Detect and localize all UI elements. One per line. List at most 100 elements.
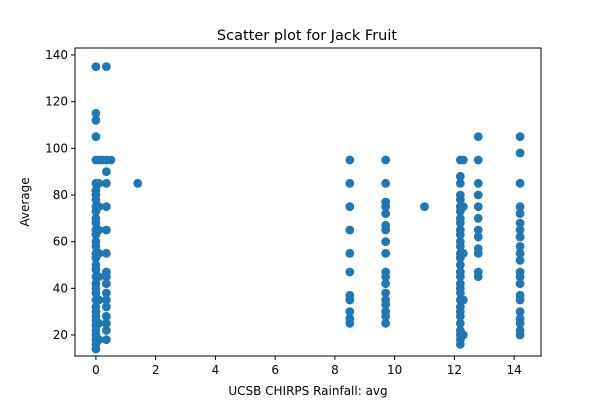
data-point bbox=[94, 272, 104, 282]
data-point bbox=[515, 232, 525, 242]
data-point bbox=[91, 132, 101, 142]
x-tick-label: 14 bbox=[506, 363, 521, 377]
data-point bbox=[515, 178, 525, 188]
data-point bbox=[101, 178, 111, 188]
data-point bbox=[101, 167, 111, 177]
data-point bbox=[455, 279, 465, 289]
data-point bbox=[381, 295, 391, 305]
data-point bbox=[381, 220, 391, 230]
x-tick-label: 0 bbox=[92, 363, 100, 377]
data-point bbox=[515, 279, 525, 289]
data-point bbox=[473, 213, 483, 223]
data-point bbox=[515, 307, 525, 317]
data-point bbox=[473, 178, 483, 188]
x-tick-label: 2 bbox=[152, 363, 160, 377]
data-point bbox=[455, 190, 465, 200]
data-point bbox=[94, 295, 104, 305]
data-point bbox=[101, 202, 111, 212]
chart-title: Scatter plot for Jack Fruit bbox=[217, 28, 397, 44]
data-point bbox=[515, 248, 525, 258]
data-point bbox=[455, 267, 465, 277]
data-point bbox=[381, 267, 391, 277]
data-point bbox=[381, 197, 391, 207]
data-point bbox=[94, 178, 104, 188]
data-point bbox=[420, 202, 429, 212]
data-point bbox=[473, 132, 483, 142]
data-point bbox=[94, 318, 104, 328]
data-point bbox=[455, 260, 465, 270]
data-point bbox=[345, 314, 355, 324]
data-point bbox=[94, 248, 104, 258]
data-point bbox=[455, 213, 465, 223]
data-point bbox=[455, 171, 465, 181]
data-point bbox=[458, 202, 468, 212]
data-point bbox=[381, 288, 391, 298]
data-points bbox=[91, 62, 525, 354]
x-tick-label: 8 bbox=[331, 363, 339, 377]
data-point bbox=[101, 335, 111, 345]
data-point bbox=[455, 237, 465, 247]
data-point bbox=[381, 248, 391, 258]
data-point bbox=[101, 248, 111, 258]
data-point bbox=[91, 302, 101, 312]
y-tick-label: 100 bbox=[45, 141, 68, 155]
data-point bbox=[91, 279, 101, 289]
data-point bbox=[101, 295, 111, 305]
data-point bbox=[101, 311, 111, 321]
data-point bbox=[345, 267, 355, 277]
data-point bbox=[91, 237, 101, 247]
data-point bbox=[473, 190, 483, 200]
data-point bbox=[381, 318, 391, 328]
data-point bbox=[345, 290, 355, 300]
data-point bbox=[515, 209, 525, 219]
data-point bbox=[345, 155, 355, 165]
data-point bbox=[473, 267, 483, 277]
plot-frame bbox=[74, 47, 542, 357]
data-point bbox=[455, 318, 465, 328]
data-point bbox=[94, 335, 104, 345]
x-axis-label: UCSB CHIRPS Rainfall: avg bbox=[228, 384, 387, 398]
data-point bbox=[473, 225, 483, 235]
data-point bbox=[515, 314, 525, 324]
data-point bbox=[101, 325, 111, 335]
data-point bbox=[91, 115, 101, 125]
data-point bbox=[101, 225, 111, 235]
y-tick-label: 140 bbox=[45, 48, 68, 62]
data-point bbox=[101, 302, 111, 312]
data-point bbox=[381, 237, 391, 247]
data-point bbox=[515, 225, 525, 235]
data-point bbox=[91, 185, 101, 195]
x-axis-ticks: 0 2 4 6 8 10 12 14 bbox=[92, 356, 522, 377]
y-tick-label: 40 bbox=[53, 281, 68, 295]
y-tick-label: 120 bbox=[45, 95, 68, 109]
data-point bbox=[91, 62, 101, 72]
data-point bbox=[94, 225, 104, 235]
x-tick-label: 4 bbox=[212, 363, 220, 377]
plot-area bbox=[75, 48, 541, 356]
data-point bbox=[515, 325, 525, 335]
data-point bbox=[101, 62, 111, 72]
data-point bbox=[133, 178, 143, 188]
data-point bbox=[381, 307, 391, 317]
data-point bbox=[345, 178, 355, 188]
data-point bbox=[106, 155, 116, 165]
data-point bbox=[91, 260, 101, 270]
y-axis-ticks: 20 40 60 80 100 120 140 bbox=[45, 48, 75, 342]
data-point bbox=[345, 202, 355, 212]
data-point bbox=[455, 225, 465, 235]
data-point bbox=[455, 302, 465, 312]
data-point bbox=[458, 295, 468, 305]
x-tick-label: 10 bbox=[387, 363, 402, 377]
data-point bbox=[381, 178, 391, 188]
x-tick-label: 6 bbox=[271, 363, 279, 377]
data-point bbox=[515, 290, 525, 300]
data-point bbox=[381, 279, 391, 289]
data-point bbox=[455, 178, 465, 188]
data-point bbox=[515, 148, 525, 158]
data-point bbox=[515, 255, 525, 265]
y-tick-label: 20 bbox=[53, 328, 68, 342]
data-point bbox=[515, 241, 525, 251]
data-point bbox=[515, 132, 525, 142]
y-tick-label: 60 bbox=[53, 235, 68, 249]
